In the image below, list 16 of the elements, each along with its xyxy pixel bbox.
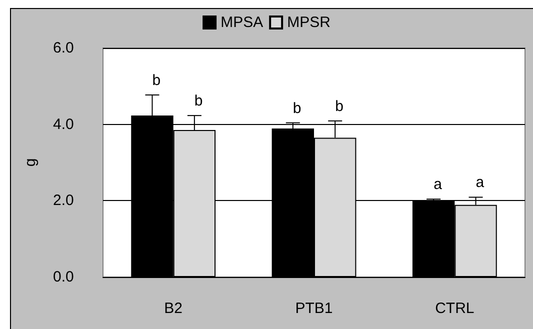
y-tick-label: 4.0 bbox=[53, 116, 74, 133]
data-label: a bbox=[476, 174, 485, 192]
data-label: b bbox=[194, 92, 203, 110]
y-tick-label: 0.0 bbox=[53, 268, 74, 286]
data-label: b bbox=[292, 100, 302, 117]
legend-label: MPSR bbox=[287, 14, 331, 31]
y-axis-title: g bbox=[22, 158, 39, 167]
data-label: b bbox=[335, 98, 344, 115]
y-tick-label: 6.0 bbox=[53, 40, 74, 56]
data-label: a bbox=[434, 176, 443, 194]
x-tick-label: B2 bbox=[164, 300, 183, 317]
y-tick-label: 2.0 bbox=[53, 192, 74, 210]
x-tick-label: CTRL bbox=[435, 300, 474, 317]
legend-label: MPSA bbox=[220, 14, 264, 31]
x-tick-label: PTB1 bbox=[295, 300, 333, 317]
data-label: b bbox=[152, 72, 161, 89]
